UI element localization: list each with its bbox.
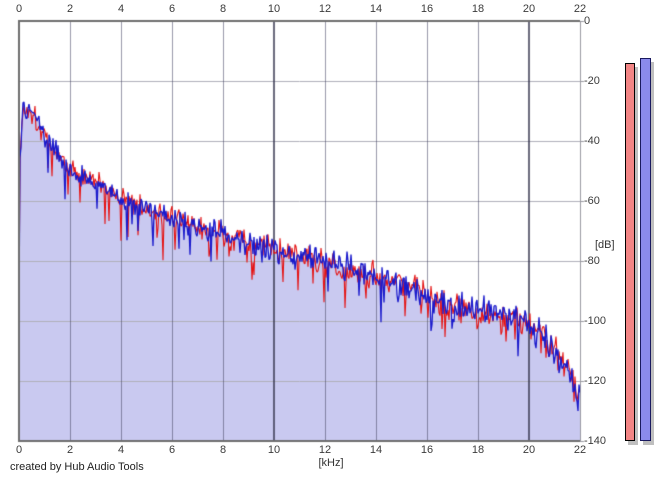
red-level-meter-bar — [625, 63, 635, 441]
blue-level-meter-bar — [640, 58, 651, 441]
